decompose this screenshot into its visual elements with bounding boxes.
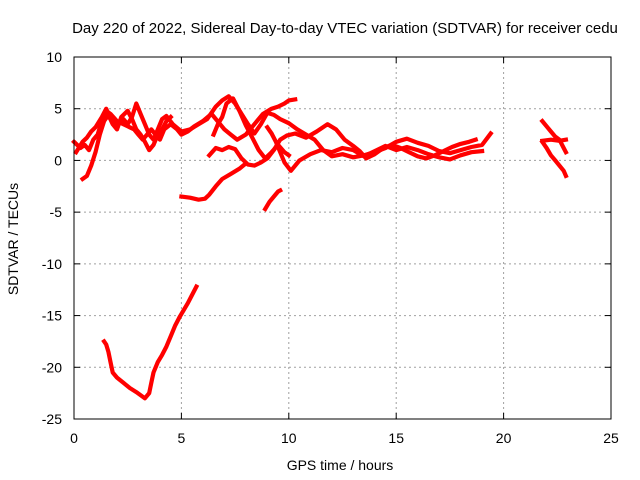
data-series	[71, 94, 569, 401]
series-track-3	[79, 108, 174, 182]
x-tick-label: 20	[496, 430, 512, 446]
series-track-6	[179, 160, 249, 202]
x-tick-label: 10	[281, 430, 297, 446]
x-tick-label: 5	[178, 430, 186, 446]
x-axis-label: GPS time / hours	[287, 457, 394, 473]
series-track-10	[539, 118, 569, 156]
y-tick-label: -15	[42, 308, 62, 324]
y-tick-label: 10	[46, 49, 62, 65]
y-tick-label: 0	[54, 152, 62, 168]
x-tick-label: 25	[603, 430, 619, 446]
grid	[74, 57, 611, 419]
series-track-12	[539, 137, 569, 144]
series-track-7	[264, 124, 485, 173]
y-axis-label: SDTVAR / TECUs	[5, 183, 21, 295]
axis-ticks: 0 5 10 15 20 25 10 5 0 -5 -10 -15 -20 -25	[42, 49, 619, 446]
series-track-9	[101, 283, 200, 401]
y-tick-label: -5	[50, 204, 63, 220]
x-tick-label: 0	[70, 430, 78, 446]
chart-title: Day 220 of 2022, Sidereal Day-to-day VTE…	[72, 20, 618, 37]
y-tick-label: 5	[54, 101, 62, 117]
plot-frame	[73, 56, 612, 420]
y-tick-label: -20	[42, 359, 62, 375]
y-tick-label: -25	[42, 411, 62, 427]
series-track-11	[539, 138, 569, 179]
x-tick-label: 15	[388, 430, 404, 446]
y-tick-label: -10	[42, 256, 62, 272]
series-track-8	[262, 187, 284, 212]
